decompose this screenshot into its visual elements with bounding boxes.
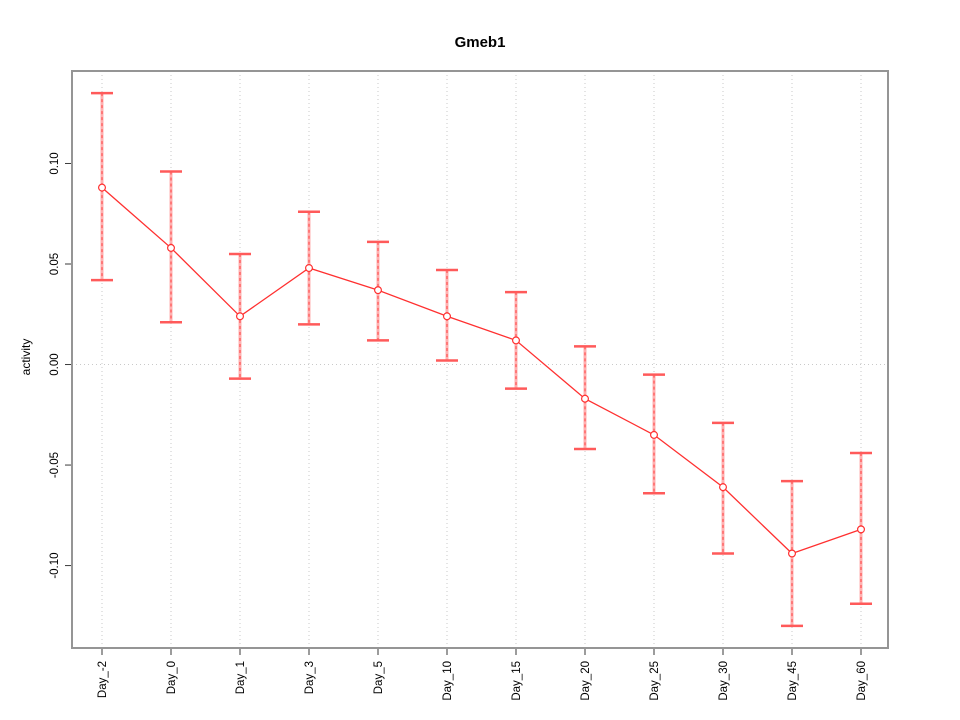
data-point-marker <box>167 243 176 252</box>
data-point-marker <box>443 312 452 321</box>
data-point-marker <box>374 286 383 295</box>
x-tick-label: Day_0 <box>166 661 178 694</box>
data-point-marker <box>511 336 520 345</box>
chart-title: Gmeb1 <box>455 34 506 51</box>
x-tick-label: Day_10 <box>442 661 454 701</box>
gridlines-layer <box>72 71 888 648</box>
data-point-marker <box>236 312 245 321</box>
x-tick-label: Day_20 <box>580 661 592 701</box>
data-point-marker <box>718 483 727 492</box>
data-point-marker <box>580 394 589 403</box>
y-axis-title: activity <box>19 339 33 376</box>
series-line <box>101 187 862 555</box>
data-point-marker <box>649 430 658 439</box>
data-point-marker <box>305 264 314 273</box>
x-tick-label: Day_15 <box>511 661 523 701</box>
x-tick-label: Day_25 <box>649 661 661 701</box>
y-tick-label: -0.10 <box>49 552 61 578</box>
y-tick-label: -0.05 <box>49 452 61 478</box>
x-tick-label: Day_30 <box>718 661 730 701</box>
x-tick-label: Day_5 <box>373 661 385 694</box>
plot-border <box>71 70 889 649</box>
data-series-layer <box>91 91 872 628</box>
x-tick-label: Day_1 <box>235 661 247 694</box>
data-point-marker <box>787 549 796 558</box>
y-tick-label: 0.05 <box>49 253 61 275</box>
y-tick-label: 0.10 <box>49 152 61 174</box>
x-tick-label: Day_-2 <box>97 661 109 698</box>
y-tick-label: 0.00 <box>49 353 61 375</box>
x-tick-label: Day_3 <box>304 661 316 694</box>
data-point-marker <box>97 183 106 192</box>
x-tick-label: Day_45 <box>787 661 799 701</box>
data-point-marker <box>856 525 865 534</box>
x-tick-label: Day_60 <box>856 661 868 701</box>
axes-layer: Day_-2 Day_0 Day_1 Day_3 Day_5 Day_10 Day_15 Da… <box>49 152 868 700</box>
